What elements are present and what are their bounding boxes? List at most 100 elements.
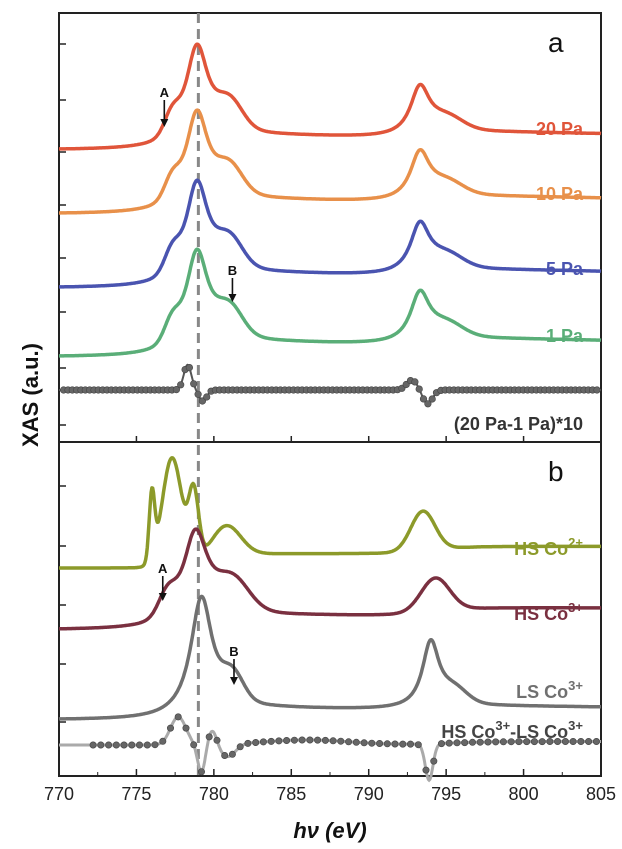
x-tick-label: 805: [586, 784, 616, 804]
series-line: [58, 42, 602, 151]
difference-point-a: [411, 378, 419, 386]
difference-point-b: [182, 724, 190, 732]
series-line: [58, 527, 602, 631]
difference-point-a: [424, 400, 432, 408]
legend-difference-b: HS Co3+-LS Co3+: [441, 718, 583, 742]
x-tick-label: 775: [121, 784, 151, 804]
difference-point-b: [437, 740, 445, 748]
difference-point-b: [228, 750, 236, 758]
x-tick-label: 795: [431, 784, 461, 804]
difference-point-a: [428, 395, 436, 403]
annotation-label: A: [158, 561, 168, 576]
difference-point-b: [306, 736, 314, 744]
series-line: [58, 594, 602, 721]
panel-b-letter: b: [548, 456, 564, 487]
x-axis-title: hν (eV): [293, 818, 366, 843]
panel-a-frame: [58, 12, 602, 443]
difference-point-b: [577, 737, 585, 745]
difference-point-b: [275, 737, 283, 745]
difference-point-b: [205, 733, 213, 741]
difference-point-b: [105, 741, 113, 749]
difference-point-b: [492, 738, 500, 746]
difference-point-b: [360, 739, 368, 747]
difference-point-b: [507, 738, 515, 746]
difference-point-a: [419, 395, 428, 403]
arrow-head: [229, 677, 238, 685]
difference-point-b: [120, 741, 128, 749]
difference-point-b: [430, 757, 438, 765]
legend-hs-co2: HS Co2+: [514, 535, 583, 559]
legend-10pa: 10 Pa: [536, 184, 584, 204]
series-line: [58, 247, 602, 358]
difference-point-b: [422, 766, 430, 774]
legend-hs-co3: HS Co3+: [514, 600, 583, 624]
difference-point-b: [391, 740, 399, 748]
legend-difference-a: (20 Pa-1 Pa)*10: [454, 414, 583, 434]
difference-point-b: [399, 740, 407, 748]
difference-point-b: [585, 737, 593, 745]
difference-point-b: [290, 736, 298, 744]
arrow-head: [228, 294, 237, 302]
difference-point-b: [569, 737, 577, 745]
difference-point-b: [546, 737, 554, 745]
difference-point-b: [538, 738, 546, 746]
legend-1pa: 1 Pa: [546, 326, 584, 346]
difference-point-b: [267, 737, 275, 745]
difference-point-b: [143, 741, 151, 749]
difference-point-b: [174, 713, 182, 721]
x-tick-label: 800: [509, 784, 539, 804]
difference-point-a: [177, 381, 185, 389]
y-axis-title: XAS (a.u.): [18, 343, 43, 447]
axis-ticks: 770 775 780 785 790 795 800 805: [44, 43, 616, 804]
difference-point-a: [593, 386, 601, 394]
difference-point-b: [523, 738, 531, 746]
annotation-label: B: [228, 263, 237, 278]
x-tick-label: 785: [276, 784, 306, 804]
difference-point-b: [236, 743, 244, 751]
difference-point-b: [283, 736, 291, 744]
arrow-head: [158, 593, 167, 601]
difference-point-b: [89, 741, 97, 749]
arrow-head: [160, 119, 169, 127]
difference-point-b: [468, 738, 476, 746]
difference-point-b: [190, 741, 198, 749]
difference-point-a: [194, 390, 202, 398]
difference-point-b: [167, 724, 175, 732]
difference-point-b: [298, 736, 306, 744]
difference-point-b: [314, 736, 322, 744]
difference-point-b: [259, 738, 267, 746]
difference-point-a: [190, 380, 198, 388]
difference-point-b: [561, 737, 569, 745]
annotation-label: B: [229, 644, 238, 659]
difference-point-b: [515, 738, 523, 746]
difference-point-b: [329, 737, 337, 745]
difference-point-b: [159, 737, 167, 745]
legend-5pa: 5 Pa: [546, 259, 584, 279]
difference-point-b: [554, 737, 562, 745]
difference-point-b: [406, 740, 414, 748]
annotation-label: A: [160, 85, 170, 100]
difference-point-b: [414, 741, 422, 749]
difference-point-b: [461, 739, 469, 747]
series-curves: [58, 42, 602, 783]
difference-point-b: [376, 739, 384, 747]
difference-point-b: [592, 737, 600, 745]
difference-line-a: [59, 363, 601, 405]
legend-ls-co3: LS Co3+: [516, 678, 583, 702]
difference-point-a: [203, 393, 211, 401]
x-tick-label: 790: [354, 784, 384, 804]
difference-point-b: [530, 738, 538, 746]
difference-point-b: [499, 738, 507, 746]
difference-point-b: [453, 739, 461, 747]
difference-point-b: [383, 740, 391, 748]
difference-point-a: [415, 385, 423, 393]
difference-point-b: [368, 739, 376, 747]
difference-point-b: [198, 768, 206, 776]
difference-point-b: [484, 738, 492, 746]
panel-a-letter: a: [548, 27, 564, 58]
difference-point-b: [213, 736, 221, 744]
difference-point-b: [136, 741, 144, 749]
difference-point-b: [244, 739, 252, 747]
difference-point-b: [476, 738, 484, 746]
